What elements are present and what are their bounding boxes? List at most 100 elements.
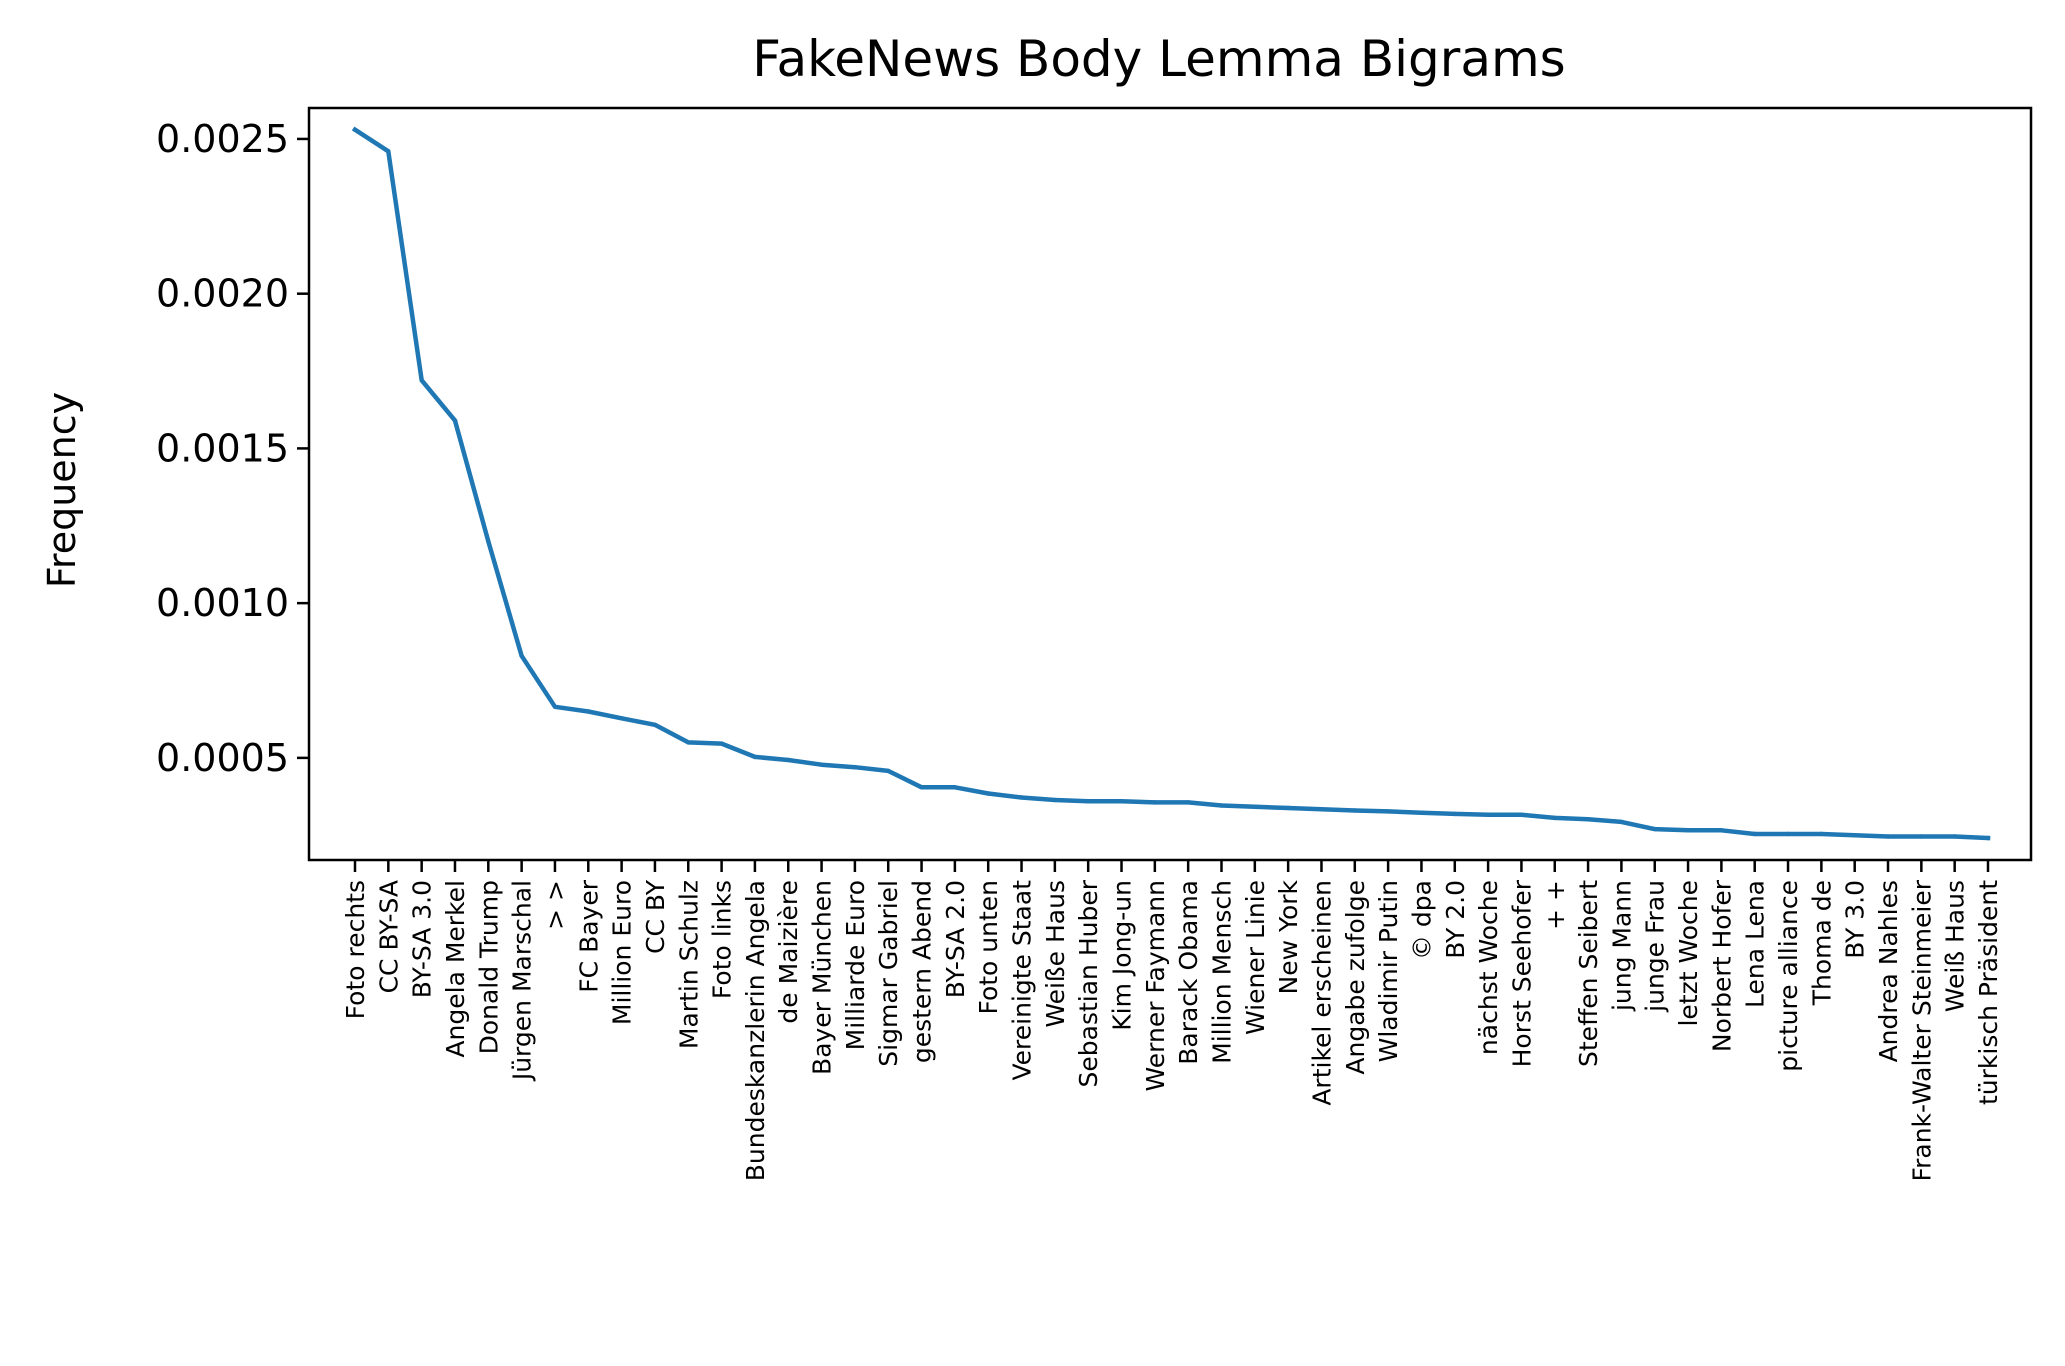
x-tick-label: Weiß Haus: [1941, 880, 1970, 1012]
data-point: [719, 741, 724, 746]
data-point: [1086, 799, 1091, 804]
series-line: [351, 126, 1991, 841]
x-tick-label: Milliarde Euro: [841, 880, 870, 1050]
data-point: [452, 418, 458, 423]
x-tick-label: Kim Jong-un: [1108, 880, 1137, 1031]
data-point: [1452, 811, 1458, 817]
data-point: [819, 762, 824, 767]
data-point: [1985, 835, 1991, 841]
data-point: [1785, 831, 1791, 837]
data-point: [619, 716, 624, 721]
x-tick-label: FC Bayer: [574, 879, 603, 992]
data-point: [1019, 795, 1024, 800]
data-point: [419, 378, 424, 383]
data-point: [652, 722, 658, 727]
y-tick-label: 0.0010: [156, 581, 289, 625]
data-point: [1119, 799, 1124, 804]
y-tick-label: 0.0015: [156, 426, 289, 470]
x-tick-label: Steffen Seibert: [1574, 880, 1603, 1067]
x-tick-label: Bayer München: [808, 880, 837, 1075]
data-point: [1319, 807, 1324, 812]
data-point: [1186, 800, 1191, 805]
y-tick-label: 0.0020: [156, 272, 289, 316]
x-tick-label: Foto rechts: [341, 880, 370, 1019]
data-point: [1819, 831, 1824, 837]
data-point: [1052, 797, 1058, 803]
x-tick-label: Foto unten: [974, 880, 1003, 1015]
x-tick-label: Wladimir Putin: [1374, 880, 1403, 1062]
x-tick-label: Donald Trump: [474, 880, 503, 1054]
x-axis-ticks: Foto rechts CC BY-SA BY-SA 3.0 Angela Merke…: [341, 860, 2003, 1181]
x-tick-label: Lena Lena: [1741, 880, 1770, 1008]
data-point: [1252, 804, 1258, 809]
data-point: [786, 757, 791, 763]
y-tick-label: 0.0025: [156, 117, 289, 161]
data-point: [1219, 803, 1224, 808]
x-tick-label: Wiener Linie: [1241, 880, 1270, 1035]
x-tick-label: Norbert Hofer: [1707, 879, 1736, 1052]
data-point: [986, 791, 991, 796]
data-point: [1519, 812, 1524, 817]
data-point: [1652, 826, 1657, 832]
x-tick-label: CC BY-SA: [374, 880, 403, 993]
data-point: [1919, 834, 1924, 839]
x-tick-label: Foto links: [708, 880, 737, 999]
x-tick-label: Martin Schulz: [674, 880, 703, 1049]
x-tick-label: Jürgen Marschal: [508, 880, 537, 1082]
data-point: [886, 768, 891, 774]
data-point: [1152, 800, 1158, 805]
x-tick-label: Sebastian Huber: [1074, 879, 1103, 1087]
x-tick-label: CC BY: [641, 879, 670, 954]
x-tick-label: Angela Merkel: [441, 880, 470, 1058]
x-tick-label: > >: [541, 880, 570, 930]
data-point: [1552, 815, 1558, 821]
x-tick-label: © dpa: [1407, 880, 1436, 960]
x-tick-label: Werner Faymann: [1141, 880, 1170, 1092]
x-tick-label: Frank-Walter Steinmeier: [1907, 879, 1936, 1181]
x-tick-label: Sigmar Gabriel: [874, 880, 903, 1067]
series-layer: [351, 126, 1991, 841]
x-tick-label: BY 3.0: [1841, 880, 1870, 959]
data-point: [1485, 812, 1491, 817]
x-tick-label: nächst Woche: [1474, 880, 1503, 1055]
x-tick-label: Barack Obama: [1174, 880, 1203, 1065]
x-tick-label: jung Mann: [1607, 880, 1636, 1012]
data-point: [952, 785, 958, 790]
data-point: [852, 765, 858, 770]
data-point: [486, 539, 491, 544]
data-point: [1285, 805, 1291, 811]
data-point: [1619, 819, 1624, 825]
data-point: [386, 149, 391, 154]
x-tick-label: türkisch Präsident: [1974, 880, 2003, 1105]
x-tick-label: Million Euro: [608, 880, 637, 1025]
x-tick-label: Bundeskanzlerin Angela: [741, 880, 770, 1181]
x-tick-label: BY 2.0: [1441, 880, 1470, 959]
x-tick-label: Weiße Haus: [1041, 880, 1070, 1028]
y-axis-label: Frequency: [40, 392, 84, 588]
x-tick-label: Vereinigte Staat: [1008, 880, 1037, 1081]
x-tick-label: + +: [1541, 880, 1570, 930]
data-point: [1885, 834, 1891, 839]
data-point: [1752, 831, 1757, 837]
x-tick-label: Andrea Nahles: [1874, 880, 1903, 1062]
x-tick-label: New York: [1274, 879, 1303, 994]
data-point: [352, 127, 358, 132]
data-point: [919, 785, 924, 790]
x-tick-label: gestern Abend: [908, 880, 937, 1063]
x-tick-label: Thoma de: [1807, 880, 1836, 1006]
x-tick-label: Angabe zufolge: [1341, 880, 1370, 1075]
data-point: [752, 754, 758, 760]
data-point: [586, 709, 591, 714]
data-point: [1385, 809, 1391, 814]
x-tick-label: Million Mensch: [1207, 880, 1236, 1064]
y-tick-label: 0.0005: [156, 736, 289, 780]
x-tick-label: letzt Woche: [1674, 880, 1703, 1027]
data-point: [1952, 834, 1957, 839]
data-point: [1419, 810, 1424, 815]
x-tick-label: junge Frau: [1641, 880, 1670, 1013]
x-tick-label: BY-SA 2.0: [941, 880, 970, 998]
x-tick-label: Horst Seehofer: [1507, 879, 1536, 1067]
data-point: [1852, 833, 1857, 838]
data-point: [1585, 817, 1591, 822]
